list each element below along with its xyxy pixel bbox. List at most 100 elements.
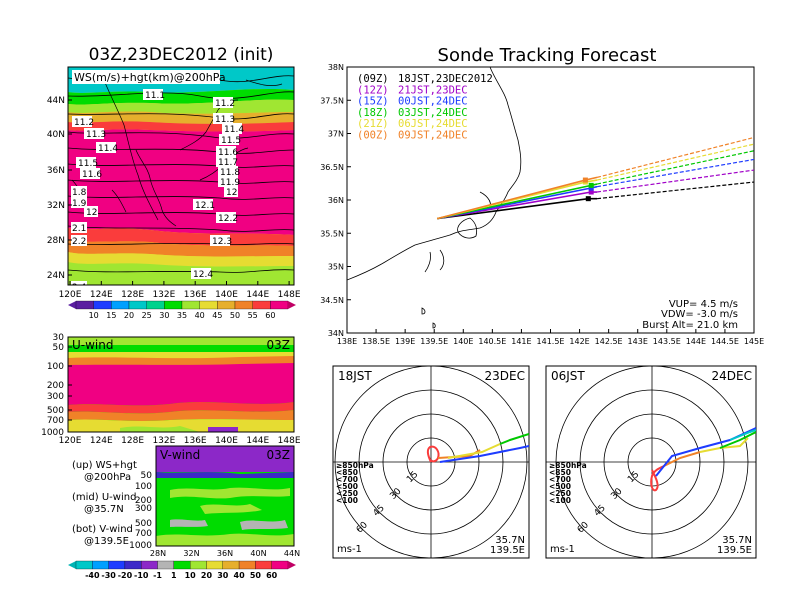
track-lon-tick: 140E	[453, 337, 473, 346]
track-lon-tick: 139.5E	[420, 337, 448, 346]
right-title: Sonde Tracking Forecast	[438, 45, 657, 66]
u-wind-x-tick: 132E	[152, 436, 175, 446]
map-lat-tick: 36N	[47, 166, 65, 176]
v-colorbar-swatch	[222, 560, 240, 570]
hodo1-units: ms-1	[337, 544, 362, 555]
v-colorbar-swatch	[157, 560, 174, 570]
colorbar-label: 30	[159, 311, 169, 320]
track-lat-tick: 37N	[328, 130, 344, 139]
level-label: <100	[549, 496, 571, 505]
colorbar-label: 45	[212, 311, 222, 320]
map-lat-tick: 40N	[47, 130, 65, 140]
colorbar-swatch	[128, 300, 147, 310]
map-lon-tick: 120E	[59, 290, 82, 300]
v-colorbar-label: 60	[266, 571, 278, 580]
contour-label: 12.2	[218, 214, 238, 224]
contour-label: 11.9	[220, 178, 240, 188]
track-lon-tick: 139E	[395, 337, 415, 346]
hodo2-levels: ≥850hPa<850<700<500<250<100	[549, 461, 587, 505]
legend-line: @139.5E	[84, 536, 129, 547]
track-frame	[346, 66, 755, 334]
param-burst: Burst Alt= 21.0 km	[642, 320, 738, 331]
colorbar-label: 50	[230, 311, 240, 320]
level-label: ≥850hPa	[549, 461, 587, 470]
track-line-dashed	[596, 143, 754, 181]
track-burst-marker	[582, 177, 588, 183]
u-wind-y-tick: 500	[47, 406, 64, 416]
v-colorbar-label: 20	[201, 571, 213, 580]
colorbar-swatch	[164, 300, 183, 310]
level-label: <700	[549, 475, 571, 484]
u-wind-time: 03Z	[267, 338, 291, 352]
u-wind-title: U-wind	[72, 338, 113, 352]
run-label: 18JST,23DEC2012	[398, 73, 493, 85]
v-wind-y-tick: 700	[135, 529, 152, 539]
contour-label-group: 11.1 11.2 11.2 11.3 11.3 11.4 11.4 11.5 …	[71, 89, 244, 285]
level-label: <250	[336, 489, 358, 498]
level-label: <500	[336, 482, 358, 491]
contour-label: 11.2	[74, 118, 94, 128]
run-label: 09JST,24DEC	[398, 130, 468, 142]
track-line-dashed	[596, 181, 754, 200]
legend-line: @35.7N	[84, 504, 124, 515]
legend-line: @200hPa	[84, 472, 131, 483]
run-label: 00JST,24DEC	[398, 96, 468, 108]
contour-label: 12.3	[212, 237, 232, 247]
colorbar-swatch	[270, 300, 289, 310]
v-colorbar-label: 1	[171, 571, 177, 580]
colorbar-label: 25	[142, 311, 152, 320]
colorbar-label: 55	[248, 311, 258, 320]
hodo2-date: 24DEC	[712, 369, 752, 383]
u-wind-x-tick: 144E	[246, 436, 269, 446]
v-colorbar-swatch	[238, 560, 256, 570]
map-lat-tick: 44N	[47, 96, 65, 106]
hodo2-lat: 35.7N	[722, 535, 752, 546]
colorbar-label: 60	[265, 311, 275, 320]
v-colorbar-swatch	[75, 560, 93, 570]
v-wind-y-tick: 100	[135, 482, 152, 492]
colorbar-swatch	[75, 300, 94, 310]
run-label: 06JST,24DEC	[398, 118, 468, 130]
track-lon-tick: 144.5E	[711, 337, 739, 346]
level-label: ≥850hPa	[336, 461, 374, 470]
colorbar-arrow-left	[68, 301, 76, 309]
colorbar-swatch	[93, 300, 112, 310]
u-wind-x-tick: 120E	[59, 436, 82, 446]
run-tag: (12Z)	[357, 84, 389, 96]
u-wind-y-tick: 50	[53, 343, 65, 353]
level-label: <850	[336, 468, 358, 477]
hodo2-lon: 139.5E	[717, 545, 752, 556]
v-wind-frame	[155, 445, 295, 547]
contour-label: 12	[226, 188, 237, 198]
colorbar-swatch	[252, 300, 271, 310]
u-wind-y-tick: 30	[53, 333, 65, 343]
level-label: <100	[336, 496, 358, 505]
contour-label: 11.1	[145, 91, 165, 101]
hodo1-lat: 35.7N	[495, 535, 525, 546]
map-lat-tick: 28N	[47, 236, 65, 246]
map-lon-tick: 144E	[246, 290, 269, 300]
v-colorbar-label: 30	[217, 571, 229, 580]
colorbar-swatch	[146, 300, 165, 310]
v-colorbar-label: 40	[234, 571, 246, 580]
v-wind-x-tick: 40N	[250, 549, 266, 558]
colorbar-swatch	[111, 300, 130, 310]
contour-label: 12.1	[195, 201, 215, 211]
v-colorbar-arrow-right	[288, 561, 296, 569]
contour-label: 2.1	[72, 224, 86, 234]
u-wind-x-tick: 128E	[121, 436, 144, 446]
contour-label: 12	[86, 208, 97, 218]
v-wind-y-tick: 50	[141, 471, 153, 481]
track-lon-tick: 140.5E	[478, 337, 506, 346]
track-burst-marker	[588, 185, 594, 191]
param-vdw: VDW= -3.0 m/s	[661, 309, 738, 320]
u-wind-x-tick: 136E	[184, 436, 207, 446]
track-lon-tick: 142E	[569, 337, 589, 346]
track-line-dashed	[596, 136, 754, 178]
v-wind-x-tick: 32N	[183, 549, 199, 558]
track-burst-marker	[588, 182, 594, 188]
contour-label: 1.8	[72, 188, 87, 198]
